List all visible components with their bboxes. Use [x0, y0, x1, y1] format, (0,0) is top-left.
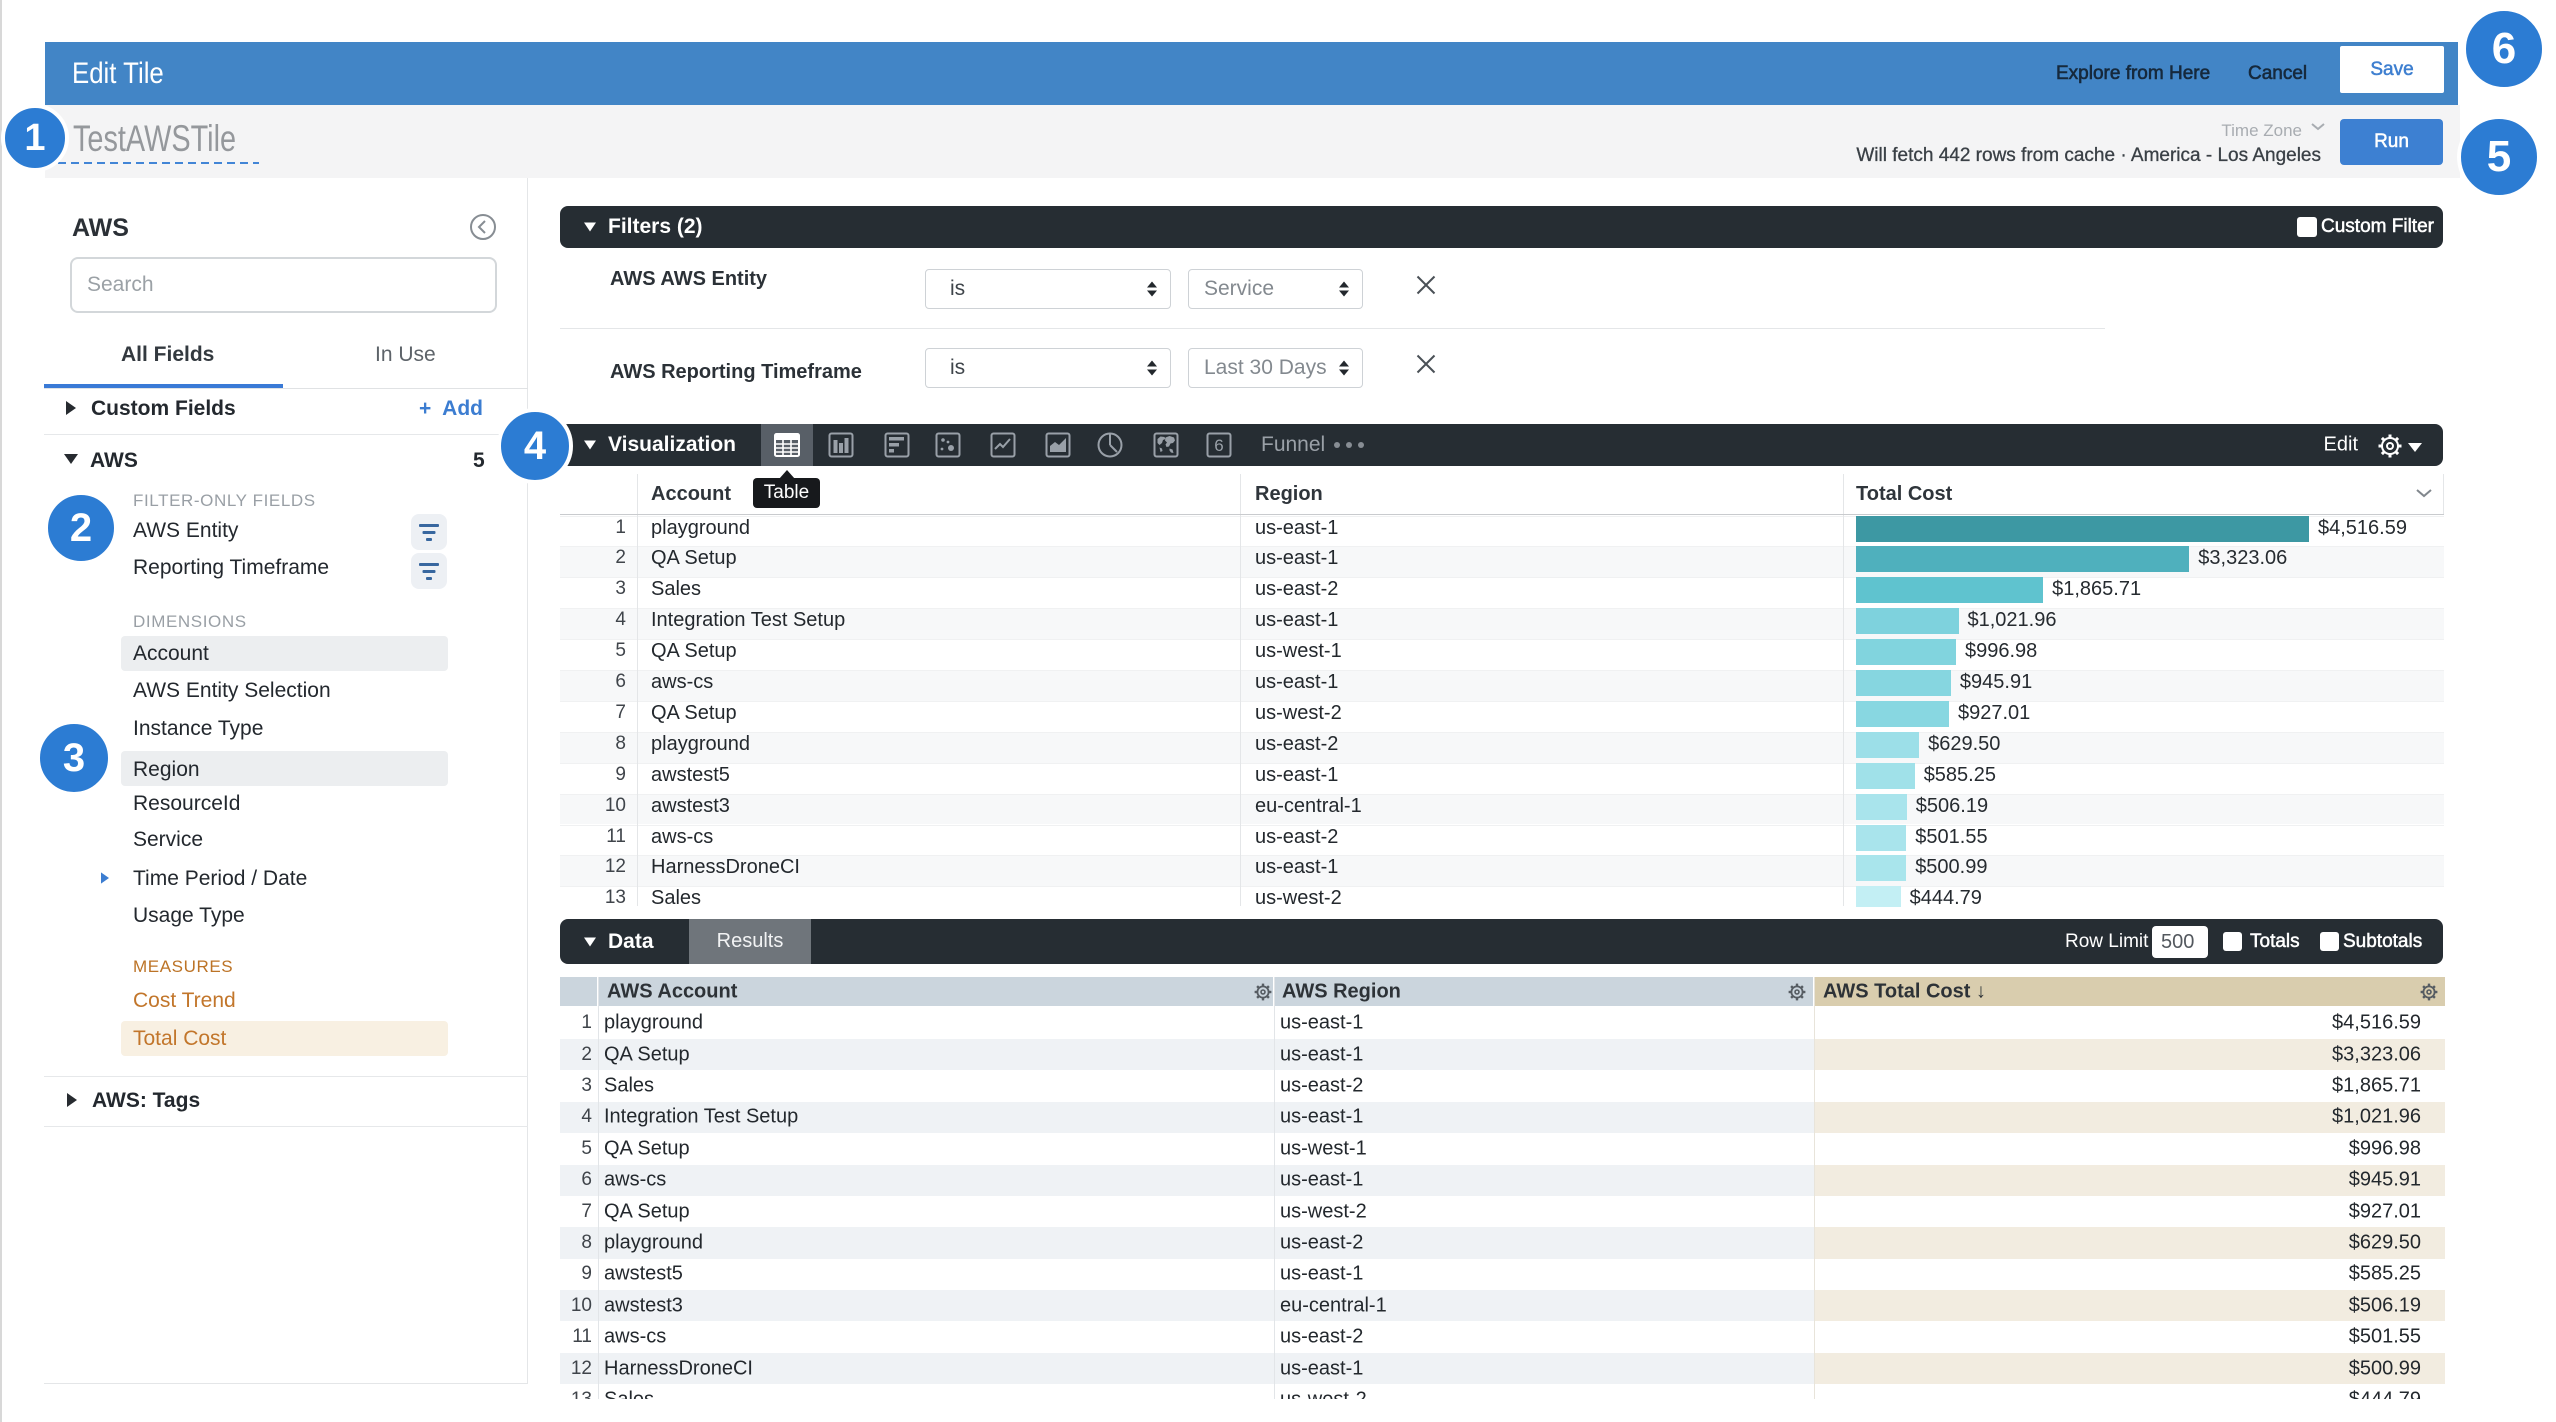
svg-text:6: 6 — [1214, 436, 1223, 455]
